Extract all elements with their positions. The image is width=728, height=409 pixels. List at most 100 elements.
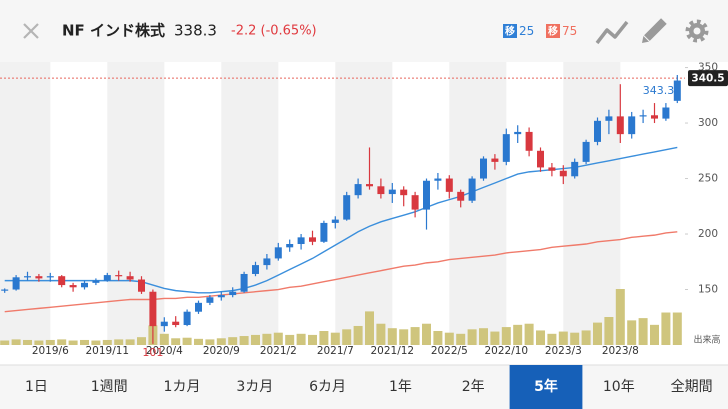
settings-icon[interactable] xyxy=(685,19,709,43)
tab[interactable]: 6カ月 xyxy=(309,379,346,395)
candle-body xyxy=(138,279,145,292)
candle-body xyxy=(309,237,316,242)
volume-bar xyxy=(604,317,614,345)
candle-body xyxy=(58,276,66,286)
volume-bar xyxy=(228,337,238,345)
volume-bar xyxy=(80,339,89,345)
plot: 2019/6 2019/11 2020/4 2020/9 2021/2 2021/7 202… xyxy=(0,62,728,359)
tab[interactable]: 全期間 xyxy=(671,378,713,395)
candle-body xyxy=(92,280,100,283)
price-change: -2.2 (-0.65%) xyxy=(231,24,317,39)
x-tick-label: 2020/4 xyxy=(146,345,183,357)
volume-bar xyxy=(581,330,591,345)
badge-value: 75 xyxy=(562,24,577,38)
tab[interactable]: 1週間 xyxy=(91,379,128,395)
candle-body xyxy=(217,295,225,298)
moving-average xyxy=(4,146,678,294)
candle-body xyxy=(480,158,487,179)
volume-bar xyxy=(410,327,420,345)
x-tick-label: 2022/5 xyxy=(431,345,468,357)
period-band xyxy=(0,62,51,345)
candle-body xyxy=(252,265,259,274)
volume-bar xyxy=(57,339,67,345)
candle-body xyxy=(103,275,111,281)
volume-bar xyxy=(205,339,215,345)
candle-body xyxy=(263,258,271,266)
moving-average xyxy=(4,231,678,313)
edit-icon[interactable] xyxy=(639,18,667,46)
volume-bar xyxy=(114,339,124,345)
candle-body xyxy=(240,273,248,292)
candle-body xyxy=(457,191,465,201)
candle-body xyxy=(206,297,214,303)
low-label: 101 xyxy=(142,346,163,359)
volume-bar xyxy=(513,324,523,345)
candle-body xyxy=(502,134,510,162)
tab[interactable]: 1年 xyxy=(389,379,412,395)
candle-body xyxy=(1,289,9,291)
badge-box xyxy=(503,24,517,38)
x-tick-label: 2021/12 xyxy=(370,345,414,357)
x-tick-label: 2022/10 xyxy=(484,345,528,357)
badge-label: 移 xyxy=(505,25,515,38)
candle-body xyxy=(331,219,339,223)
candle-body xyxy=(628,116,636,135)
tab[interactable]: 1日 xyxy=(25,379,48,395)
candle-body xyxy=(639,115,647,117)
tab[interactable]: 10年 xyxy=(603,379,635,395)
tab[interactable]: 2年 xyxy=(462,379,485,395)
period-band xyxy=(221,62,279,345)
candle-body xyxy=(69,285,77,288)
volume-bar xyxy=(422,323,431,345)
volume-bar xyxy=(91,340,101,345)
candle-body xyxy=(400,189,408,196)
tab-selected-bg xyxy=(509,365,583,409)
volume-bar xyxy=(45,339,55,345)
candle-body xyxy=(571,161,579,177)
candle-body xyxy=(616,116,624,135)
volume-bar xyxy=(524,323,534,345)
volume-bar xyxy=(661,312,671,345)
y-tick-label: 300 xyxy=(698,117,718,129)
volume-bar xyxy=(68,340,78,345)
current-price-box xyxy=(688,70,728,87)
close-button[interactable] xyxy=(23,23,39,39)
volume-bar xyxy=(490,331,500,345)
volume-bar xyxy=(319,331,329,345)
volume-bar xyxy=(137,337,146,345)
tab[interactable]: 5年 xyxy=(534,378,558,395)
volume-bar xyxy=(296,333,306,345)
x-tick-label: 2020/9 xyxy=(203,345,240,357)
volume-bar xyxy=(570,332,580,345)
candle-body xyxy=(297,237,305,245)
candle-body xyxy=(673,80,681,101)
volume-bar xyxy=(11,339,21,345)
volume-label: 出来高 xyxy=(693,334,720,346)
badge-value: 25 xyxy=(519,24,534,38)
volume-bar xyxy=(330,332,340,345)
x-tick-label: 2021/7 xyxy=(317,345,354,357)
candle-body xyxy=(434,178,442,181)
x-tick-label: 2019/11 xyxy=(85,345,129,357)
candle-body xyxy=(274,247,282,259)
volume-bar xyxy=(159,333,169,345)
volume-bar xyxy=(102,339,112,345)
volume-bar xyxy=(456,333,466,345)
volume-bar xyxy=(171,338,181,345)
candle-body xyxy=(445,178,453,192)
tab[interactable]: 1カ月 xyxy=(164,379,201,395)
tab[interactable]: 3カ月 xyxy=(236,379,273,395)
candle-body xyxy=(662,107,670,119)
candle-body xyxy=(377,186,385,195)
candle-body xyxy=(172,321,180,326)
candle-body xyxy=(35,276,43,279)
volume-bar xyxy=(308,334,317,345)
volume-bar xyxy=(273,332,283,345)
tab-bar xyxy=(0,365,728,409)
volume-bar xyxy=(536,330,545,345)
volume-bar xyxy=(547,333,557,345)
high-label: 343.3 xyxy=(643,84,675,97)
line-chart-icon[interactable] xyxy=(595,20,629,45)
